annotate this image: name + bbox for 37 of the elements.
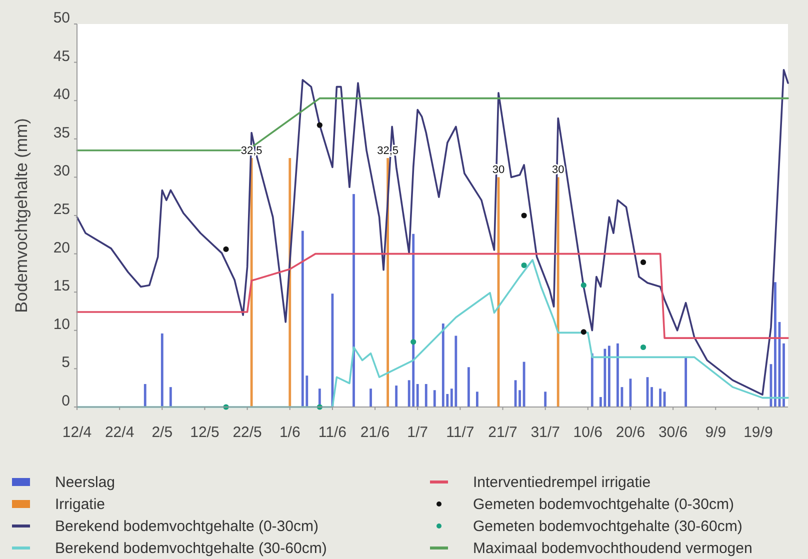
y-tick-label: 20 xyxy=(53,239,70,256)
y-tick-label: 0 xyxy=(62,392,70,410)
x-tick-label: 11/6 xyxy=(318,424,346,441)
y-tick-label: 25 xyxy=(53,201,70,218)
y-tick-label: 5 xyxy=(62,354,70,372)
x-tick-label: 9/9 xyxy=(705,424,726,441)
x-tick-label: 22/5 xyxy=(232,424,262,441)
legend-label: Irrigatie xyxy=(55,496,106,513)
legend-label: Interventiedrempel irrigatie xyxy=(473,474,651,491)
legend-label: Berekend bodemvochtgehalte (30-60cm) xyxy=(55,540,327,557)
y-tick-label: 30 xyxy=(53,162,70,180)
y-tick-label: 50 xyxy=(53,10,70,26)
y-axis-title: Bodemvochtgehalte (mm) xyxy=(12,118,31,313)
legend-label: Neerslag xyxy=(55,474,116,491)
y-tick-label: 40 xyxy=(53,86,70,104)
x-tick-label: 31/7 xyxy=(530,424,560,441)
x-tick-label: 22/4 xyxy=(104,424,134,441)
x-tick-label: 21/7 xyxy=(488,424,518,441)
x-tick-label: 11/7 xyxy=(446,424,474,441)
x-tick-label: 20/6 xyxy=(616,424,646,441)
y-tick-label: 35 xyxy=(53,124,70,142)
y-tick-label: 15 xyxy=(53,278,70,295)
x-tick-label: 1/6 xyxy=(279,424,300,441)
x-tick-label: 12/4 xyxy=(62,424,92,441)
x-tick-label: 12/5 xyxy=(190,424,220,441)
x-tick-label: 19/9 xyxy=(744,424,773,441)
y-tick-label: 45 xyxy=(53,48,70,65)
x-tick-label: 21/6 xyxy=(360,424,390,441)
x-tick-label: 10/6 xyxy=(573,424,602,441)
legend-label: Gemeten bodemvochtgehalte (0-30cm) xyxy=(473,496,734,513)
legend-label: Berekend bodemvochtgehalte (0-30cm) xyxy=(55,518,318,535)
x-tick-label: 30/6 xyxy=(658,424,688,441)
x-tick-label: 1/7 xyxy=(407,424,428,441)
legend-label: Gemeten bodemvochtgehalte (30-60cm) xyxy=(473,518,742,535)
y-tick-label: 10 xyxy=(53,316,70,333)
legend-label: Maximaal bodemvochthoudend vermogen xyxy=(473,540,752,557)
x-tick-label: 2/5 xyxy=(152,424,173,441)
